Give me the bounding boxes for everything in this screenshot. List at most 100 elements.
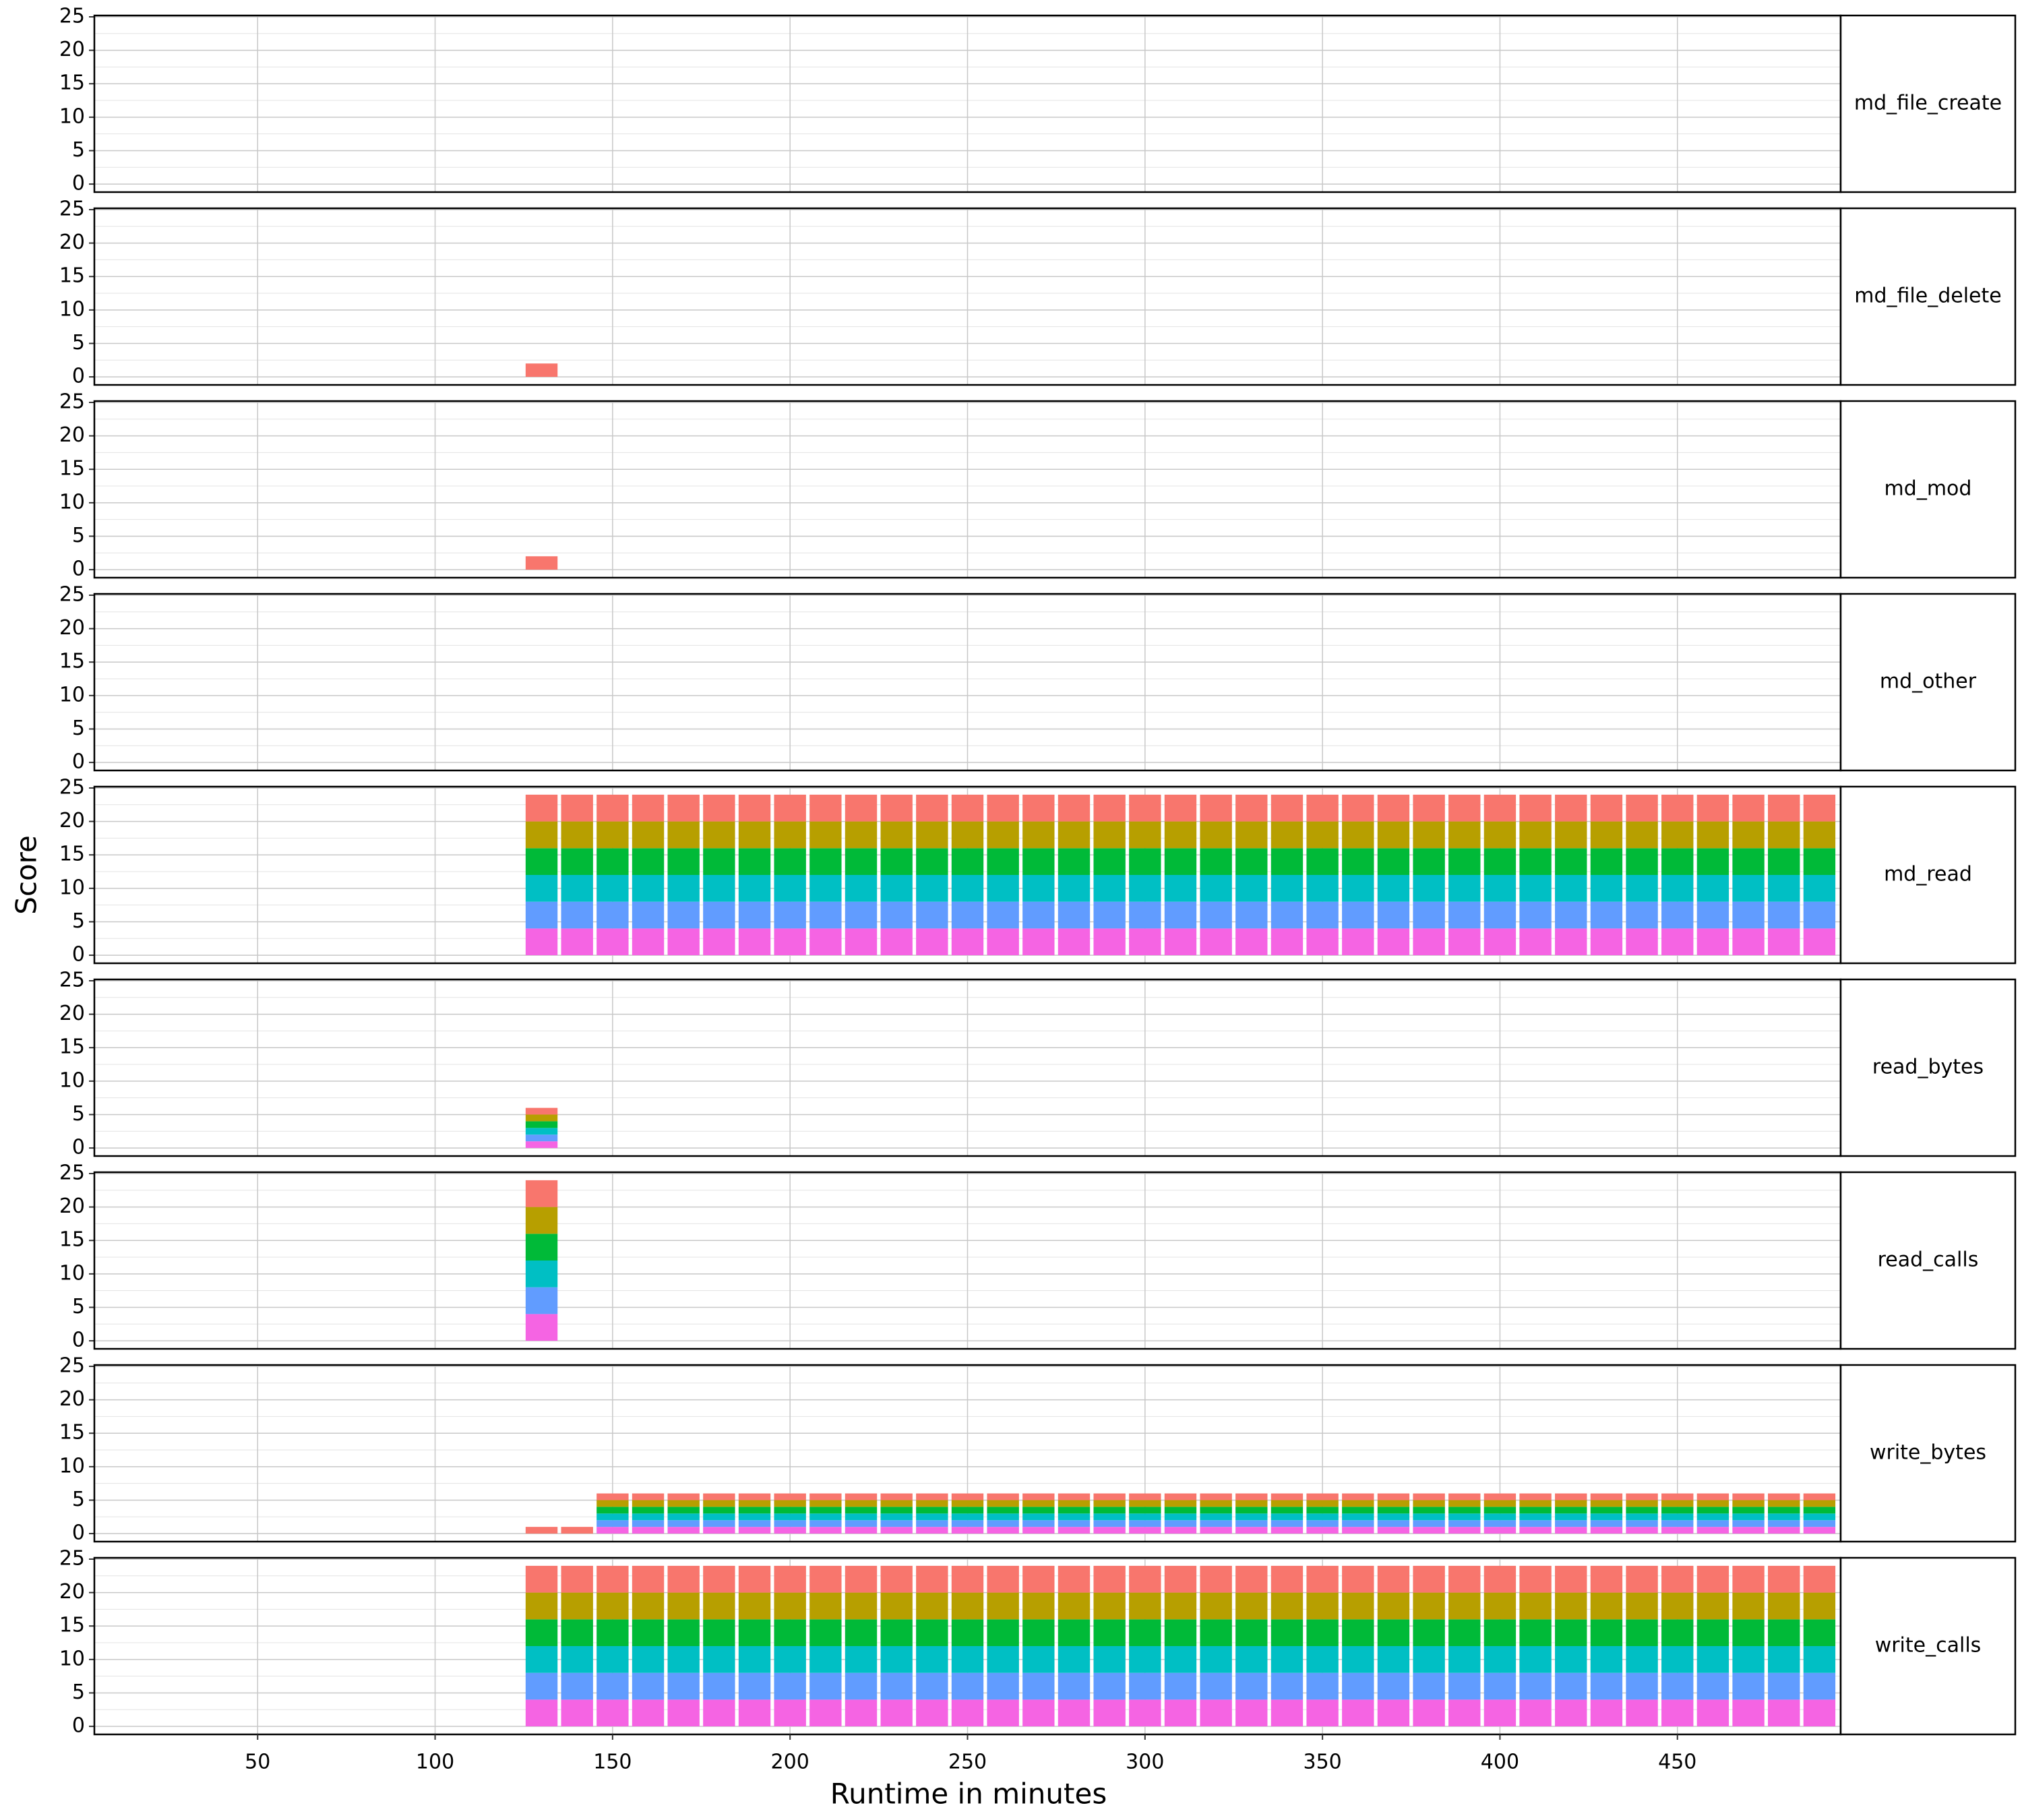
bar-segment <box>845 928 878 956</box>
y-tick-label: 15 <box>59 264 85 288</box>
bar-segment <box>703 1619 735 1646</box>
bar-segment <box>1058 1565 1091 1593</box>
bar-segment <box>1483 1507 1516 1514</box>
bar-segment <box>1413 1513 1445 1521</box>
bar-segment <box>1164 794 1197 822</box>
bar-segment <box>1661 1672 1694 1700</box>
bar-segment <box>1306 1500 1339 1507</box>
bar-segment <box>1732 1565 1765 1593</box>
bar-segment <box>1626 821 1658 849</box>
bar-segment <box>632 928 665 956</box>
bar-segment <box>1413 1500 1445 1507</box>
y-tick-label: 15 <box>59 1614 85 1637</box>
bar-segment <box>1306 1513 1339 1521</box>
bar-segment <box>1626 901 1658 929</box>
bar-segment <box>703 1699 735 1727</box>
bar-segment <box>738 1520 771 1527</box>
bar-segment <box>1129 1520 1161 1527</box>
bar-segment <box>561 1672 593 1700</box>
bar-segment <box>809 1527 842 1534</box>
bar-segment <box>667 1646 700 1673</box>
bar-segment <box>1093 1507 1126 1514</box>
bar-segment <box>1768 1619 1800 1646</box>
bar-segment <box>987 848 1019 875</box>
bar-segment <box>1732 875 1765 902</box>
bar-segment <box>845 1513 878 1521</box>
bar-segment <box>1732 794 1765 822</box>
bar-segment <box>1164 1513 1197 1521</box>
bar-segment <box>1058 794 1091 822</box>
bar-segment <box>1235 794 1268 822</box>
bar-segment <box>1732 1619 1765 1646</box>
bar-segment <box>738 1513 771 1521</box>
bar-segment <box>1732 848 1765 875</box>
y-tick-label: 5 <box>72 331 85 355</box>
bar-segment <box>703 1500 735 1507</box>
bar-segment <box>1555 875 1587 902</box>
bar-segment <box>1164 1619 1197 1646</box>
bar-segment <box>667 1565 700 1593</box>
bar-segment <box>1626 1493 1658 1500</box>
x-tick-label: 450 <box>1658 1751 1696 1774</box>
bar-segment <box>774 1699 806 1727</box>
bar-segment <box>1626 928 1658 956</box>
bar-segment <box>1696 1619 1729 1646</box>
bar-segment <box>809 1520 842 1527</box>
bar-segment <box>1342 821 1374 849</box>
bar-segment <box>951 1699 984 1727</box>
bar-segment <box>845 1527 878 1534</box>
bar-segment <box>632 1507 665 1514</box>
bar-segment <box>987 928 1019 956</box>
y-tick-label: 0 <box>72 1714 85 1738</box>
bar-segment <box>596 1672 629 1700</box>
bar-segment <box>1306 928 1339 956</box>
strip <box>1839 978 2017 1157</box>
bar-segment <box>1626 1672 1658 1700</box>
bar-segment <box>1661 1565 1694 1593</box>
bar-segment <box>1732 821 1765 849</box>
bar-segment <box>1626 1619 1658 1646</box>
bar-segment <box>1058 1507 1091 1514</box>
bar-segment <box>1803 794 1836 822</box>
bar-segment <box>845 1619 878 1646</box>
bar-segment <box>809 1513 842 1521</box>
y-tick-label: 5 <box>72 1680 85 1704</box>
bar-segment <box>1803 1619 1836 1646</box>
bar-segment <box>1235 1699 1268 1727</box>
bar-segment <box>809 794 842 822</box>
bar-segment <box>951 1527 984 1534</box>
bar-segment <box>1590 1672 1623 1700</box>
bar-segment <box>1661 1592 1694 1620</box>
strip <box>1839 785 2017 965</box>
strip-label: md_file_delete <box>1854 284 2001 308</box>
bar-segment <box>1555 1672 1587 1700</box>
bar-segment <box>1590 1592 1623 1620</box>
bar-segment <box>951 1619 984 1646</box>
bar-segment <box>596 1493 629 1500</box>
bar-segment <box>667 1493 700 1500</box>
bar-segment <box>1732 901 1765 929</box>
bar-segment <box>1093 928 1126 956</box>
bar-segment <box>1058 1699 1091 1727</box>
bar-segment <box>703 848 735 875</box>
bar-segment <box>1483 1513 1516 1521</box>
bar-segment <box>738 794 771 822</box>
bar-segment <box>1093 1592 1126 1620</box>
bar-segment <box>987 1493 1019 1500</box>
bar-segment <box>1626 1592 1658 1620</box>
bar-segment <box>774 848 806 875</box>
bar-segment <box>1768 1500 1800 1507</box>
bar-segment <box>525 1261 558 1287</box>
bar-segment <box>880 821 913 849</box>
bar-segment <box>1519 794 1552 822</box>
y-tick-label: 25 <box>59 968 85 992</box>
bar-segment <box>1235 821 1268 849</box>
bar-segment <box>809 875 842 902</box>
bar-segment <box>738 821 771 849</box>
bar-segment <box>1164 1493 1197 1500</box>
bar-segment <box>1377 1592 1410 1620</box>
bar-segment <box>1093 1513 1126 1521</box>
bar-segment <box>1377 1672 1410 1700</box>
bar-segment <box>1803 848 1836 875</box>
bar-segment <box>1129 901 1161 929</box>
